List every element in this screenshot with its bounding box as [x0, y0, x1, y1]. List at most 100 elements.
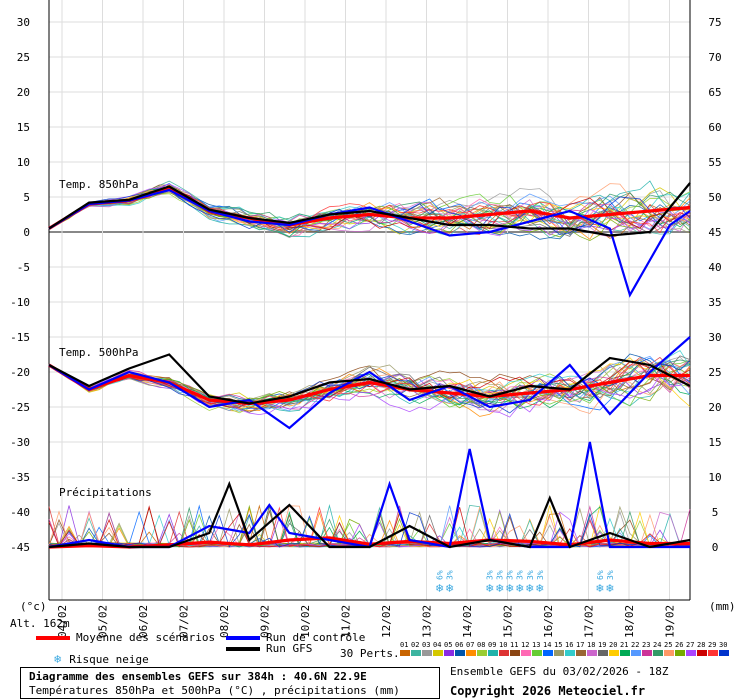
y-tick-label-left: -30 — [10, 436, 30, 449]
pert-color-swatch — [609, 650, 619, 656]
snow-risk-label: 3% — [486, 570, 495, 580]
legend-mean: Moyenne des scénarios — [36, 631, 215, 644]
pert-color-swatch — [708, 650, 718, 656]
snowflake-icon: ❄ — [435, 582, 444, 595]
x-tick-label: 11/02 — [340, 605, 353, 638]
y-tick-label-left: -45 — [10, 541, 30, 554]
snow-risk-label: 3% — [536, 570, 545, 580]
x-tick-label: 08/02 — [218, 605, 231, 638]
y-tick-label-right: 35 — [708, 296, 721, 309]
pert-color-swatch — [521, 650, 531, 656]
x-tick-label: 19/02 — [664, 605, 677, 638]
y-tick-label-right: 20 — [708, 401, 721, 414]
pert-number: 15 — [554, 641, 562, 649]
snow-risk-label: 3% — [506, 570, 515, 580]
y-tick-label-right: 50 — [708, 191, 721, 204]
y-tick-label-right: 75 — [708, 16, 721, 29]
series-line — [48, 188, 691, 298]
snow-risk-label: 3% — [516, 570, 525, 580]
pert-color-swatch — [576, 650, 586, 656]
altitude-label: Alt. 162m — [10, 617, 70, 630]
snowflake-icon: ❄ — [595, 582, 604, 595]
pert-number: 05 — [444, 641, 452, 649]
snow-risk-label: 3% — [496, 570, 505, 580]
pert-number: 13 — [532, 641, 540, 649]
legend-snow: ❄ Risque neige — [54, 652, 149, 666]
pert-color-swatch — [510, 650, 520, 656]
x-tick-label: 17/02 — [583, 605, 596, 638]
y-tick-label-right: 45 — [708, 226, 721, 239]
pert-number: 26 — [675, 641, 683, 649]
legend-mean-swatch — [36, 635, 70, 640]
right-unit-label: (mm) — [709, 600, 736, 613]
series-line — [48, 336, 691, 430]
pert-color-swatch — [686, 650, 696, 656]
pert-number: 12 — [521, 641, 529, 649]
x-tick-label: 10/02 — [299, 605, 312, 638]
y-tick-label-left: 0 — [23, 226, 30, 239]
pert-color-swatch — [543, 650, 553, 656]
x-tick-label: 05/02 — [97, 605, 110, 638]
pert-color-swatch — [400, 650, 410, 656]
x-tick-label: 13/02 — [421, 605, 434, 638]
chart-title: Diagramme des ensembles GEFS sur 384h : … — [29, 670, 367, 683]
y-tick-label-left: -10 — [10, 296, 30, 309]
pert-color-swatch — [675, 650, 685, 656]
ensemble-member-line — [48, 192, 691, 242]
pert-color-swatch — [411, 650, 421, 656]
pert-number: 22 — [631, 641, 639, 649]
y-tick-label-right: 25 — [708, 366, 721, 379]
snow-risk-label: 3% — [526, 570, 535, 580]
series-line — [48, 182, 691, 237]
x-tick-label: 07/02 — [178, 605, 191, 638]
y-tick-label-left: 5 — [23, 191, 30, 204]
copyright: Copyright 2026 Meteociel.fr — [450, 684, 646, 698]
legend-mean-label: Moyenne des scénarios — [76, 631, 216, 644]
y-tick-label-right: 65 — [708, 86, 721, 99]
y-tick-label-right: 5 — [712, 506, 719, 519]
series-line — [48, 480, 691, 549]
series-line — [48, 363, 690, 406]
pert-color-swatch — [499, 650, 509, 656]
plot-area — [49, 0, 690, 600]
pert-color-swatch — [642, 650, 652, 656]
series-line — [48, 441, 690, 549]
pert-color-swatch — [422, 650, 432, 656]
y-tick-label-right: 55 — [708, 156, 721, 169]
x-tick-label: 18/02 — [623, 605, 636, 638]
x-tick-label: 16/02 — [542, 605, 555, 638]
x-tick-label: 09/02 — [259, 605, 272, 638]
pert-color-swatch — [455, 650, 465, 656]
y-tick-label-left: -25 — [10, 401, 30, 414]
title-box: Diagramme des ensembles GEFS sur 384h : … — [20, 667, 440, 699]
legend-gfs: Run GFS — [226, 642, 312, 655]
snowflake-icon: ❄ — [525, 582, 534, 595]
y-tick-label-right: 70 — [708, 51, 721, 64]
pert-color-swatch — [620, 650, 630, 656]
pert-color-swatch — [565, 650, 575, 656]
panel-label-t850: Temp. 850hPa — [59, 178, 138, 191]
pert-number: 23 — [642, 641, 650, 649]
pert-number: 03 — [422, 641, 430, 649]
snowflake-icon: ❄ — [515, 582, 524, 595]
x-tick-label: 06/02 — [137, 605, 150, 638]
pert-number: 25 — [664, 641, 672, 649]
y-tick-label-left: 20 — [17, 86, 30, 99]
pert-number: 27 — [686, 641, 694, 649]
ensemble-chart: 302520151050-5-10-15-20-25-30-35-40-4575… — [10, 0, 736, 656]
x-tick-label: 04/02 — [56, 605, 69, 638]
chart-subtitle: Températures 850hPa et 500hPa (°C) , pré… — [29, 684, 400, 697]
pert-number: 01 — [400, 641, 408, 649]
snowflake-icon: ❄ — [605, 582, 614, 595]
pert-number: 11 — [510, 641, 518, 649]
y-tick-label-left: 25 — [17, 51, 30, 64]
pert-number: 17 — [576, 641, 584, 649]
pert-color-swatch — [697, 650, 707, 656]
pert-number: 09 — [488, 641, 496, 649]
y-tick-label-left: 15 — [17, 121, 30, 134]
y-tick-label-left: 30 — [17, 16, 30, 29]
series-line — [48, 353, 691, 405]
pert-color-swatch — [477, 650, 487, 656]
pert-number: 30 — [719, 641, 727, 649]
pert-number: 20 — [609, 641, 617, 649]
